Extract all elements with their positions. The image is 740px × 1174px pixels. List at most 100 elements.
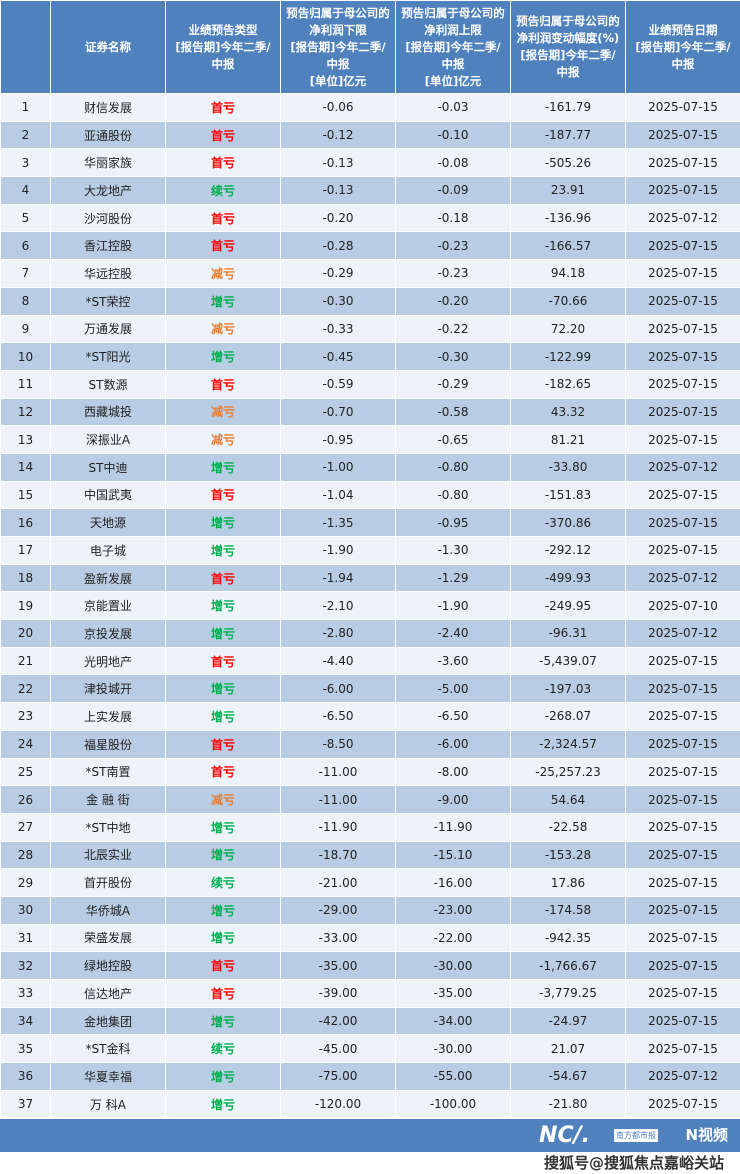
forecast-date: 2025-07-15 [625, 176, 740, 205]
change-pct: -187.77 [510, 120, 626, 150]
forecast-date: 2025-07-12 [625, 619, 740, 648]
forecast-date: 2025-07-15 [625, 259, 740, 288]
table-row: 23 上实发展 增亏 -6.50 -6.50 -268.07 2025-07-15 [0, 702, 740, 731]
forecast-type: 增亏 [165, 1089, 281, 1119]
profit-lower: -0.45 [280, 342, 396, 371]
table-row: 16 天地源 增亏 -1.35 -0.95 -370.86 2025-07-15 [0, 508, 740, 537]
change-pct: -122.99 [510, 342, 626, 371]
forecast-date: 2025-07-15 [625, 536, 740, 565]
table-row: 9 万通发展 减亏 -0.33 -0.22 72.20 2025-07-15 [0, 314, 740, 344]
row-index: 9 [0, 314, 51, 344]
forecast-type: 首亏 [165, 93, 281, 122]
profit-upper: -0.10 [395, 120, 511, 150]
change-pct: -70.66 [510, 286, 626, 316]
change-pct: -3,779.25 [510, 979, 626, 1008]
forecast-date: 2025-07-15 [625, 951, 740, 980]
stock-name: 京能置业 [50, 591, 166, 621]
table-row: 3 华丽家族 首亏 -0.13 -0.08 -505.26 2025-07-15 [0, 148, 740, 178]
profit-lower: -0.59 [280, 369, 396, 399]
row-index: 32 [0, 951, 51, 980]
table-row: 2 亚通股份 首亏 -0.12 -0.10 -187.77 2025-07-15 [0, 120, 740, 150]
forecast-date: 2025-07-10 [625, 591, 740, 621]
forecast-date: 2025-07-15 [625, 1034, 740, 1064]
forecast-type: 减亏 [165, 785, 281, 814]
forecast-date: 2025-07-15 [625, 314, 740, 344]
row-index: 21 [0, 646, 51, 676]
forecast-type: 增亏 [165, 674, 281, 704]
forecast-date: 2025-07-15 [625, 674, 740, 704]
table-row: 1 财信发展 首亏 -0.06 -0.03 -161.79 2025-07-15 [0, 93, 740, 122]
stock-name: 亚通股份 [50, 120, 166, 150]
forecast-date: 2025-07-15 [625, 397, 740, 427]
profit-lower: -1.04 [280, 480, 396, 510]
change-pct: -2,324.57 [510, 729, 626, 759]
profit-upper: -0.23 [395, 259, 511, 288]
forecast-type: 减亏 [165, 397, 281, 427]
profit-upper: -0.23 [395, 231, 511, 261]
change-pct: -5,439.07 [510, 646, 626, 676]
table-row: 26 金 融 街减亏 -11.00 -9.00 54.64 2025-07-15 [0, 785, 740, 814]
column-header: 业绩预告日期 [报告期]今年二季/ 中报 [625, 0, 740, 94]
stock-name: *ST阳光 [50, 342, 166, 371]
forecast-type: 减亏 [165, 314, 281, 344]
profit-lower: -1.90 [280, 536, 396, 565]
profit-upper: -0.80 [395, 480, 511, 510]
profit-upper: -6.50 [395, 702, 511, 731]
forecast-date: 2025-07-15 [625, 757, 740, 787]
forecast-type: 增亏 [165, 286, 281, 316]
row-index: 12 [0, 397, 51, 427]
column-header: 预告归属于母公司的 净利润下限 [报告期]今年二季/ 中报 [单位]亿元 [280, 0, 396, 94]
change-pct: -22.58 [510, 812, 626, 842]
forecast-type: 增亏 [165, 702, 281, 731]
profit-lower: -2.10 [280, 591, 396, 621]
profit-upper: -35.00 [395, 979, 511, 1008]
profit-lower: -0.20 [280, 203, 396, 233]
table-row: 36 华夏幸福 增亏 -75.00 -55.00 -54.67 2025-07-12 [0, 1062, 740, 1091]
forecast-date: 2025-07-15 [625, 425, 740, 454]
forecast-type: 增亏 [165, 923, 281, 953]
stock-name: 上实发展 [50, 702, 166, 731]
forecast-date: 2025-07-12 [625, 1062, 740, 1091]
stock-name: 沙河股份 [50, 203, 166, 233]
forecast-date: 2025-07-15 [625, 508, 740, 537]
table-row: 10 *ST阳光 增亏 -0.45 -0.30 -122.99 2025-07-15 [0, 342, 740, 371]
profit-lower: -33.00 [280, 923, 396, 953]
column-header [0, 0, 51, 94]
profit-upper: -30.00 [395, 1034, 511, 1064]
profit-upper: -22.00 [395, 923, 511, 953]
forecast-type: 首亏 [165, 979, 281, 1008]
table-row: 15 中国武夷 首亏 -1.04 -0.80 -151.83 2025-07-15 [0, 480, 740, 510]
row-index: 5 [0, 203, 51, 233]
forecast-type: 增亏 [165, 619, 281, 648]
profit-lower: -120.00 [280, 1089, 396, 1119]
row-index: 8 [0, 286, 51, 316]
change-pct: -21.80 [510, 1089, 626, 1119]
table-row: 11 ST数源 首亏 -0.59 -0.29 -182.65 2025-07-15 [0, 369, 740, 399]
forecast-date: 2025-07-15 [625, 286, 740, 316]
forecast-date: 2025-07-15 [625, 93, 740, 122]
row-index: 22 [0, 674, 51, 704]
forecast-type: 增亏 [165, 1006, 281, 1036]
forecast-type: 续亏 [165, 1034, 281, 1064]
row-index: 34 [0, 1006, 51, 1036]
profit-upper: -0.03 [395, 93, 511, 122]
forecast-type: 续亏 [165, 176, 281, 205]
stock-name: 绿地控股 [50, 951, 166, 980]
row-index: 3 [0, 148, 51, 178]
row-index: 23 [0, 702, 51, 731]
forecast-date: 2025-07-15 [625, 729, 740, 759]
stock-name: 津投城开 [50, 674, 166, 704]
forecast-type: 增亏 [165, 536, 281, 565]
forecast-type: 首亏 [165, 480, 281, 510]
profit-lower: -0.29 [280, 259, 396, 288]
profit-lower: -0.70 [280, 397, 396, 427]
stock-name: 盈新发展 [50, 563, 166, 593]
forecast-type: 减亏 [165, 425, 281, 454]
forecast-date: 2025-07-15 [625, 342, 740, 371]
forecast-date: 2025-07-12 [625, 563, 740, 593]
stock-name: 京投发展 [50, 619, 166, 648]
profit-upper: -5.00 [395, 674, 511, 704]
profit-lower: -6.00 [280, 674, 396, 704]
forecast-date: 2025-07-15 [625, 1089, 740, 1119]
table-row: 24 福星股份 首亏 -8.50 -6.00 -2,324.57 2025-07-15 [0, 729, 740, 759]
